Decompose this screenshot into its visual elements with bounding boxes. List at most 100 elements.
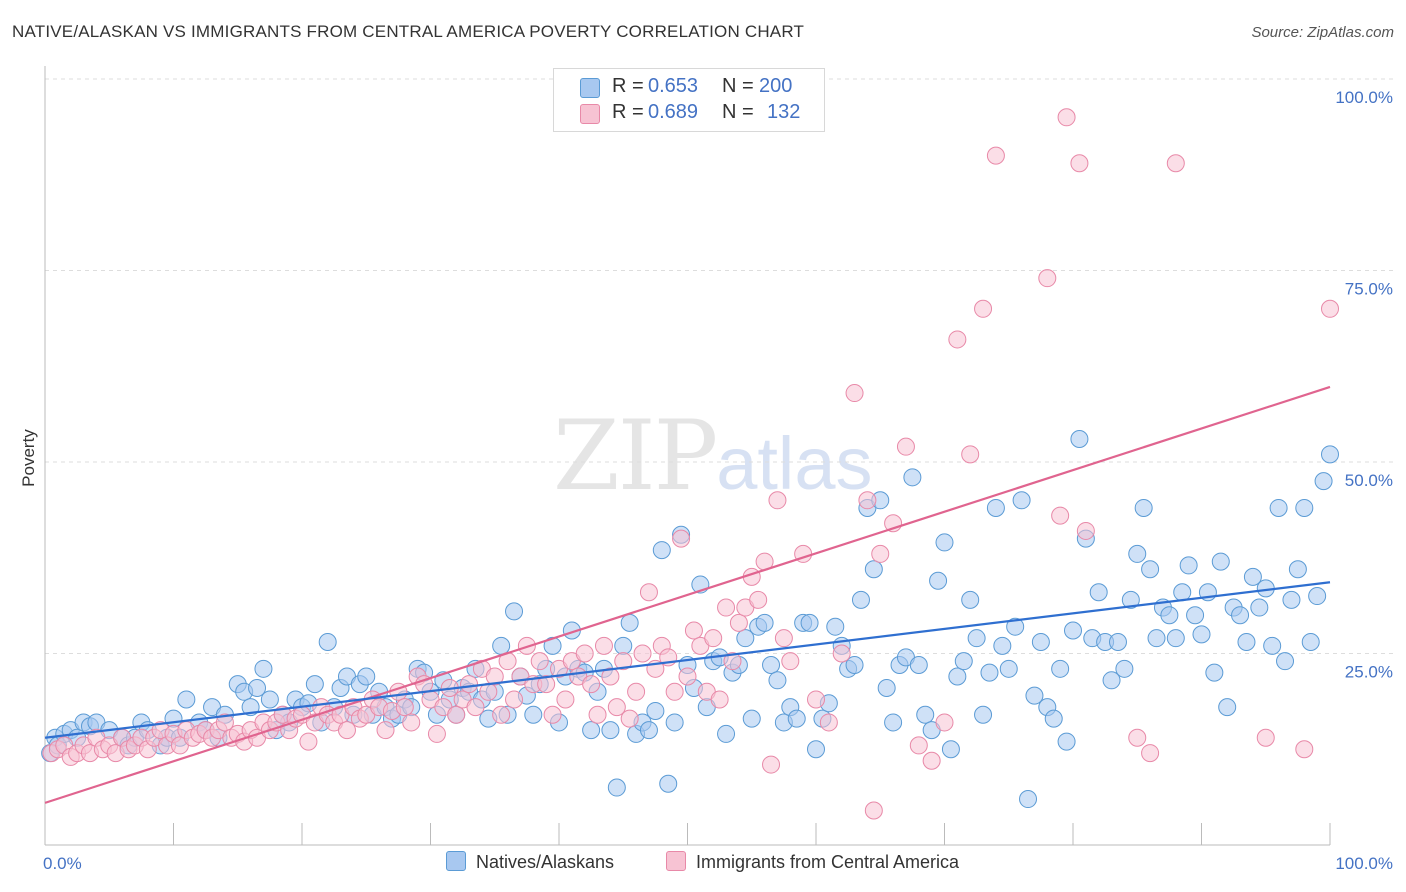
- natives-alaskans-point: [1064, 621, 1082, 640]
- central-america-point: [633, 644, 652, 663]
- natives-alaskans-point: [877, 678, 896, 697]
- natives-alaskans-point: [980, 663, 999, 682]
- natives-alaskans-point: [607, 778, 626, 797]
- legend-label-natives: Natives/Alaskans: [476, 852, 615, 872]
- natives-alaskans-point: [807, 740, 825, 759]
- central-america-point: [337, 721, 356, 740]
- central-america-point: [427, 724, 446, 743]
- natives-alaskans-point: [993, 636, 1012, 655]
- natives-alaskans-point: [318, 633, 337, 652]
- natives-alaskans-point: [1301, 633, 1320, 652]
- central-america-point: [935, 713, 954, 732]
- natives-alaskans-point: [639, 721, 658, 740]
- central-america-point: [1038, 269, 1057, 288]
- n-label: N =: [722, 75, 754, 97]
- legend-row-natives: R = 0.653 N = 200: [554, 75, 824, 101]
- natives-alaskans-point: [1089, 583, 1108, 602]
- central-america-point: [594, 636, 613, 655]
- x-tick-label: 0.0%: [43, 854, 82, 873]
- natives-alaskans-point: [248, 678, 267, 697]
- blue-swatch-icon: [580, 78, 600, 98]
- natives-alaskans-point: [935, 533, 954, 552]
- central-america-point: [607, 698, 626, 717]
- natives-alaskans-point: [826, 617, 845, 636]
- natives-alaskans-point: [305, 675, 324, 694]
- natives-alaskans-point: [543, 636, 562, 655]
- central-america-point: [832, 644, 851, 663]
- central-america-point: [864, 801, 883, 820]
- central-america-point: [672, 529, 691, 548]
- natives-alaskans-point: [1121, 590, 1140, 609]
- central-america-point: [948, 330, 967, 349]
- natives-alaskans-point: [916, 705, 935, 724]
- pink-swatch-icon: [666, 851, 686, 871]
- natives-alaskans-point: [1269, 498, 1288, 517]
- natives-alaskans-point: [505, 602, 524, 621]
- central-america-point: [717, 598, 736, 617]
- natives-alaskans-point: [1108, 633, 1127, 652]
- central-america-point: [537, 675, 556, 694]
- central-america-point: [582, 675, 601, 694]
- central-america-trend-line: [44, 385, 1331, 804]
- natives-alaskans-point: [717, 724, 736, 743]
- n-value: 132: [767, 101, 801, 123]
- natives-alaskans-point: [665, 713, 684, 732]
- central-america-points: [42, 108, 1339, 820]
- central-america-point: [819, 713, 838, 732]
- zipatlas-watermark: ZIPatlas: [553, 400, 873, 512]
- natives-alaskans-point: [755, 613, 774, 632]
- central-america-point: [749, 590, 768, 609]
- r-value: 0.653: [648, 75, 699, 97]
- natives-alaskans-point: [620, 613, 639, 632]
- central-america-point: [601, 667, 620, 686]
- central-america-point: [1051, 506, 1070, 525]
- natives-alaskans-point: [1218, 698, 1237, 717]
- central-america-point: [447, 705, 466, 724]
- natives-alaskans-point: [1237, 633, 1256, 652]
- natives-alaskans-point: [1025, 686, 1044, 705]
- central-america-point: [845, 384, 864, 403]
- natives-alaskans-point: [1263, 636, 1282, 655]
- natives-alaskans-point: [524, 705, 543, 724]
- natives-alaskans-point: [1070, 430, 1089, 449]
- axis-labels: 25.0% 50.0% 75.0% 100.0% 0.0% 100.0% Poverty: [19, 88, 1393, 873]
- central-america-point: [665, 682, 684, 701]
- natives-alaskans-point: [1211, 552, 1230, 571]
- trend-lines: [44, 385, 1331, 804]
- natives-alaskans-point: [762, 655, 781, 674]
- natives-alaskans-point: [1012, 491, 1031, 510]
- natives-alaskans-point: [1192, 625, 1211, 644]
- natives-alaskans-point: [1044, 709, 1063, 728]
- natives-alaskans-point: [1250, 598, 1269, 617]
- central-america-point: [395, 698, 414, 717]
- watermark-atlas: atlas: [716, 422, 873, 505]
- central-america-point: [1057, 108, 1076, 127]
- natives-alaskans-point: [1019, 790, 1038, 809]
- natives-alaskans-point: [929, 571, 948, 590]
- natives-alaskans-point: [1173, 583, 1192, 602]
- natives-alaskans-point: [177, 690, 196, 709]
- central-america-point: [543, 705, 562, 724]
- natives-alaskans-point: [948, 667, 967, 686]
- central-america-point: [684, 621, 703, 640]
- natives-alaskans-point: [736, 629, 755, 648]
- natives-alaskans-point: [961, 590, 980, 609]
- central-america-point: [807, 690, 825, 709]
- chart-title: NATIVE/ALASKAN VS IMMIGRANTS FROM CENTRA…: [12, 22, 805, 41]
- legend-item-natives: Natives/Alaskans: [446, 851, 614, 873]
- central-america-point: [1076, 521, 1095, 540]
- source-label: Source: ZipAtlas.com: [1251, 24, 1394, 41]
- n-value: 200: [759, 75, 793, 97]
- natives-alaskans-point: [1231, 606, 1250, 625]
- central-america-point: [620, 709, 639, 728]
- natives-alaskans-point: [1295, 498, 1314, 517]
- natives-alaskans-point: [659, 774, 678, 793]
- natives-alaskans-point: [768, 671, 787, 690]
- central-america-point: [729, 613, 748, 632]
- natives-alaskans-point: [1102, 671, 1121, 690]
- natives-alaskans-point: [941, 740, 960, 759]
- natives-alaskans-point: [909, 655, 928, 674]
- x-tick-label: 100.0%: [1335, 854, 1393, 873]
- central-america-point: [299, 732, 318, 751]
- central-america-point: [614, 652, 633, 671]
